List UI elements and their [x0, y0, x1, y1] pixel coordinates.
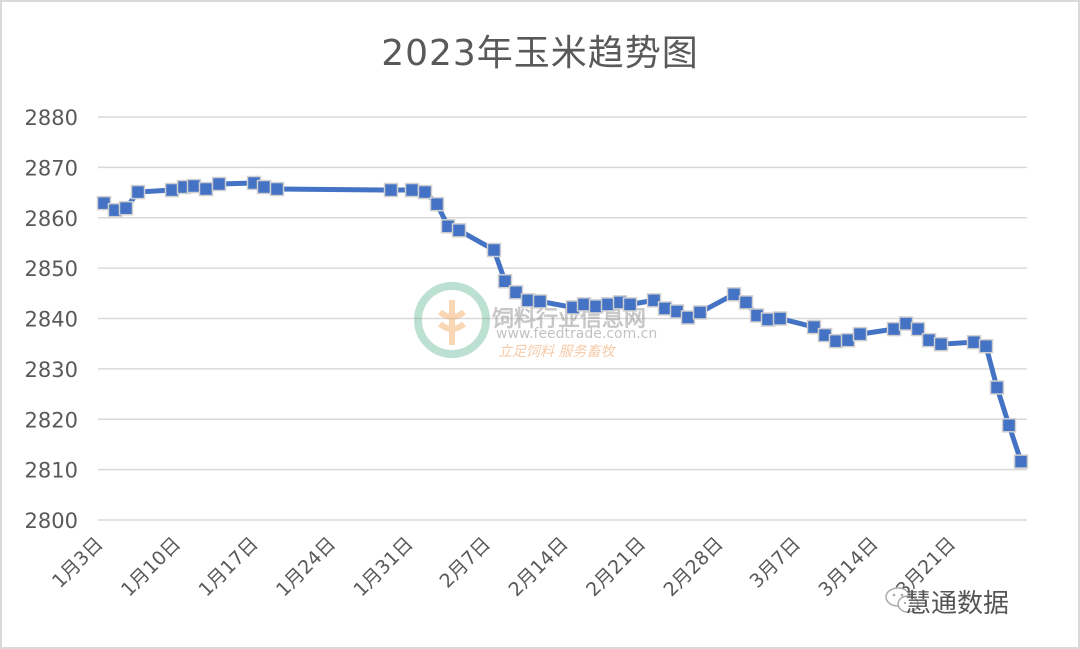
data-point-marker: [966, 334, 982, 350]
data-point-marker: [118, 200, 134, 216]
y-tick-label: 2800: [25, 509, 78, 533]
data-point-marker: [646, 293, 662, 308]
watermark-logo-icon: [414, 282, 490, 358]
x-tick-label: 2月7日: [436, 533, 496, 593]
data-point-marker: [886, 321, 902, 337]
chart-title: 2023年玉米趋势图: [381, 33, 699, 74]
x-tick-label: 3月14日: [814, 533, 882, 601]
data-point-marker: [508, 285, 524, 300]
x-tick-label: 1月17日: [194, 533, 262, 601]
data-point-marker: [269, 181, 285, 197]
data-point-marker: [772, 311, 788, 326]
data-point-marker: [588, 299, 604, 314]
data-point-marker: [726, 287, 742, 302]
data-point-marker: [186, 178, 202, 194]
data-point-marker: [840, 332, 856, 348]
data-point-marker: [497, 273, 513, 289]
x-axis-labels: 1月3日 1月10日 1月17日 1月24日 1月31日 2月7日 2月14日 2月21日 2月…: [48, 533, 960, 601]
data-point-marker: [692, 305, 708, 320]
y-tick-label: 2840: [25, 308, 78, 332]
data-point-marker: [130, 184, 146, 200]
x-tick-label: 3月7日: [746, 533, 806, 593]
data-point-marker: [738, 295, 754, 310]
y-axis-labels: 2800 2810 2820 2830 2840 2850 2860 2870 2880: [25, 106, 78, 533]
data-point-marker: [989, 380, 1005, 395]
data-point-marker: [680, 310, 696, 325]
data-point-marker: [404, 182, 420, 198]
y-tick-label: 2880: [25, 106, 78, 130]
x-tick-label: 1月3日: [48, 533, 108, 593]
data-point-marker: [1013, 454, 1029, 469]
data-point-marker: [806, 319, 822, 335]
data-point-marker: [417, 184, 433, 200]
series-markers: [96, 175, 1029, 469]
data-point-marker: [532, 294, 548, 309]
gridlines: [98, 116, 1027, 521]
data-point-marker: [828, 333, 844, 349]
x-tick-label: 1月24日: [272, 533, 340, 601]
data-point-marker: [978, 338, 994, 354]
data-point-marker: [486, 242, 502, 258]
data-point-marker: [921, 332, 937, 348]
brand-label: 慧通数据: [905, 589, 1010, 619]
wechat-icon: [885, 587, 919, 613]
watermark-url: www.feedtrade.com.cn: [496, 326, 657, 342]
x-tick-label: 2月21日: [582, 533, 650, 601]
data-point-marker: [657, 301, 673, 316]
data-point-marker: [933, 336, 949, 352]
y-tick-label: 2830: [25, 358, 78, 382]
data-point-marker: [211, 176, 227, 192]
data-point-marker: [383, 182, 399, 198]
x-tick-label: 2月28日: [659, 533, 727, 601]
data-point-marker: [622, 297, 638, 312]
data-point-marker: [760, 312, 776, 327]
data-point-marker: [429, 196, 445, 212]
y-tick-label: 2870: [25, 156, 78, 180]
data-point-marker: [198, 181, 214, 197]
data-point-marker: [852, 326, 868, 342]
watermark-slogan: 立足饲料 服务畜牧: [498, 344, 616, 360]
data-point-marker: [600, 297, 616, 312]
data-point-marker: [256, 179, 272, 195]
data-point-marker: [520, 293, 536, 308]
x-tick-label: 1月31日: [349, 533, 417, 601]
x-tick-label: 1月10日: [117, 533, 185, 601]
data-point-marker: [898, 316, 914, 331]
y-tick-label: 2850: [25, 257, 78, 281]
data-point-marker: [451, 223, 467, 238]
x-tick-label: 2月14日: [504, 533, 572, 601]
data-point-marker: [164, 182, 180, 198]
y-tick-label: 2820: [25, 408, 78, 432]
y-tick-label: 2860: [25, 207, 78, 231]
y-tick-label: 2810: [25, 459, 78, 483]
data-point-marker: [576, 297, 592, 312]
data-point-marker: [910, 321, 926, 337]
data-point-marker: [1001, 418, 1017, 433]
